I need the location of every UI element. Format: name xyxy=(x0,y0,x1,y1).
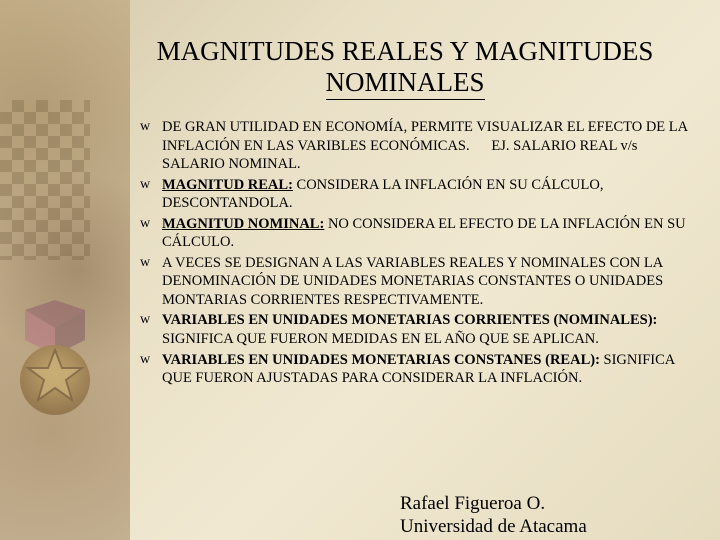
title-line1: MAGNITUDES REALES Y MAGNITUDES xyxy=(157,36,654,66)
content-area: DE GRAN UTILIDAD EN ECONOMÍA, PERMITE VI… xyxy=(140,118,700,390)
bullet-item: DE GRAN UTILIDAD EN ECONOMÍA, PERMITE VI… xyxy=(140,118,700,174)
slide-title: MAGNITUDES REALES Y MAGNITUDES NOMINALES xyxy=(105,36,705,100)
author-name: Rafael Figueroa O. xyxy=(400,493,545,514)
bullet-item: MAGNITUD NOMINAL: NO CONSIDERA EL EFECTO… xyxy=(140,215,700,252)
title-line2: NOMINALES xyxy=(326,67,485,100)
bullet-item: VARIABLES EN UNIDADES MONETARIAS CORRIEN… xyxy=(140,311,700,348)
medallion-icon xyxy=(10,300,100,430)
chess-pattern-icon xyxy=(0,100,90,260)
bullet-item: MAGNITUD REAL: CONSIDERA LA INFLACIÓN EN… xyxy=(140,176,700,213)
slide: MAGNITUDES REALES Y MAGNITUDES NOMINALES… xyxy=(0,0,720,540)
bullet-list: DE GRAN UTILIDAD EN ECONOMÍA, PERMITE VI… xyxy=(140,118,700,388)
author-affiliation: Universidad de Atacama xyxy=(400,516,587,537)
bullet-item: VARIABLES EN UNIDADES MONETARIAS CONSTAN… xyxy=(140,351,700,388)
author-block: Rafael Figueroa O. Universidad de Atacam… xyxy=(400,493,587,539)
bullet-item: A VECES SE DESIGNAN A LAS VARIABLES REAL… xyxy=(140,254,700,310)
